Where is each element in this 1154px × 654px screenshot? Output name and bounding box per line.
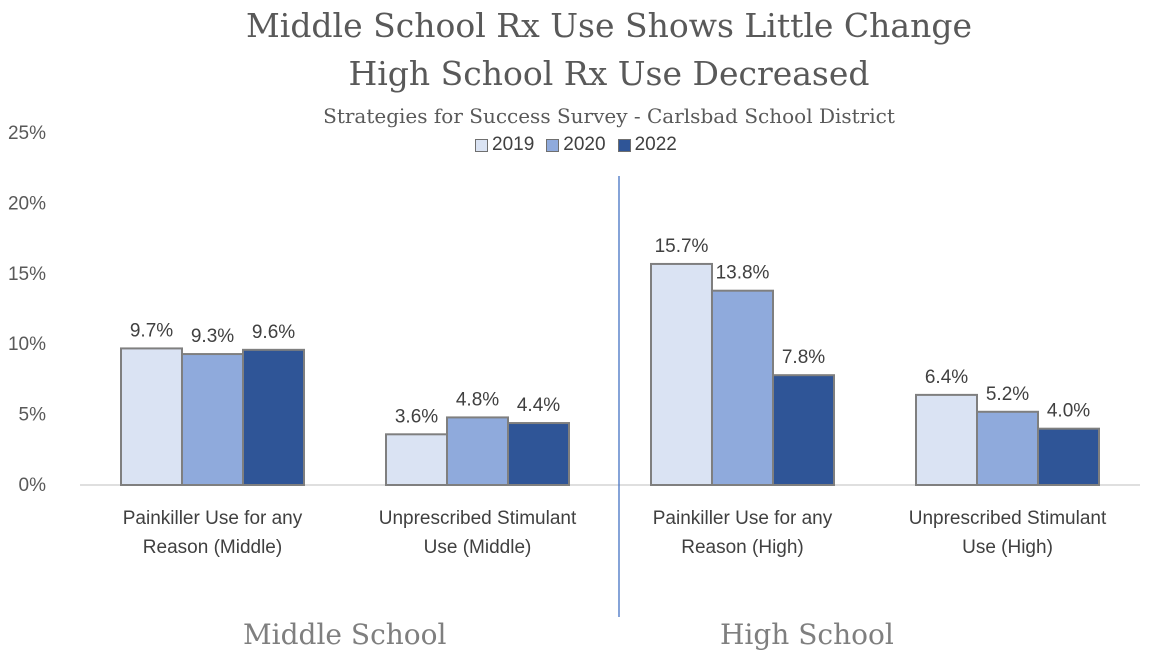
bar-2019-1: [385, 433, 448, 487]
y-tick-label: 5%: [19, 405, 47, 426]
y-tick-label: 10%: [8, 334, 46, 355]
data-label-2020-2: 13.8%: [716, 263, 770, 284]
bar-2020-1: [446, 416, 509, 486]
data-label-2022-3: 4.0%: [1047, 401, 1090, 422]
legend-label-2022: 2022: [634, 134, 677, 155]
legend-item-2022: 2022: [617, 134, 677, 156]
bar-2022-3: [1037, 427, 1100, 486]
group-label-high-school: High School: [720, 618, 894, 651]
chart-title-line-1: Middle School Rx Use Shows Little Change: [245, 6, 973, 45]
bar-2022-1: [507, 422, 570, 487]
chart-subtitle: Strategies for Success Survey - Carlsbad…: [323, 104, 895, 128]
legend-label-2020: 2020: [563, 134, 606, 155]
data-label-2019-3: 6.4%: [925, 367, 968, 388]
bar-2022-0: [242, 348, 305, 486]
x-tick-label: Painkiller Use for any: [123, 508, 303, 529]
data-label-2020-0: 9.3%: [191, 326, 234, 347]
data-label-2020-3: 5.2%: [986, 384, 1029, 405]
legend-label-2019: 2019: [492, 134, 535, 155]
y-tick-label: 0%: [19, 475, 47, 496]
group-label-middle-school: Middle School: [243, 618, 447, 651]
bar-2019-0: [120, 347, 183, 487]
bar-2020-0: [181, 353, 244, 486]
y-tick-label: 25%: [8, 123, 46, 144]
legend-swatch-2022: [617, 138, 631, 152]
data-label-2020-1: 4.8%: [456, 389, 499, 410]
bar-2022-2: [772, 374, 835, 486]
y-tick-label: 20%: [8, 193, 46, 214]
bar-2020-2: [711, 289, 774, 487]
legend-swatch-2019: [475, 138, 488, 152]
legend-item-2020: 2020: [546, 134, 606, 156]
x-tick-label: Use (High): [962, 537, 1053, 558]
x-tick-label: Reason (High): [681, 537, 804, 558]
bar-2019-3: [915, 393, 978, 486]
x-tick-label: Painkiller Use for any: [653, 508, 833, 529]
chart-title-line-2: High School Rx Use Decreased: [348, 54, 870, 93]
x-tick-label: Use (Middle): [424, 537, 532, 558]
x-tick-label: Unprescribed Stimulant: [909, 508, 1107, 529]
legend: 2019 2020 2022: [475, 134, 689, 156]
y-tick-label: 15%: [8, 264, 46, 285]
bar-2020-3: [976, 410, 1039, 486]
data-label-2022-1: 4.4%: [517, 395, 560, 416]
x-tick-label: Reason (Middle): [143, 537, 282, 558]
data-label-2019-0: 9.7%: [130, 320, 173, 341]
data-label-2022-0: 9.6%: [252, 322, 295, 343]
data-label-2019-1: 3.6%: [395, 406, 438, 427]
data-label-2022-2: 7.8%: [782, 347, 825, 368]
legend-swatch-2020: [546, 138, 560, 152]
legend-item-2019: 2019: [475, 134, 534, 156]
x-tick-label: Unprescribed Stimulant: [379, 508, 577, 529]
bar-2019-2: [650, 262, 713, 486]
data-label-2019-2: 15.7%: [655, 236, 709, 257]
